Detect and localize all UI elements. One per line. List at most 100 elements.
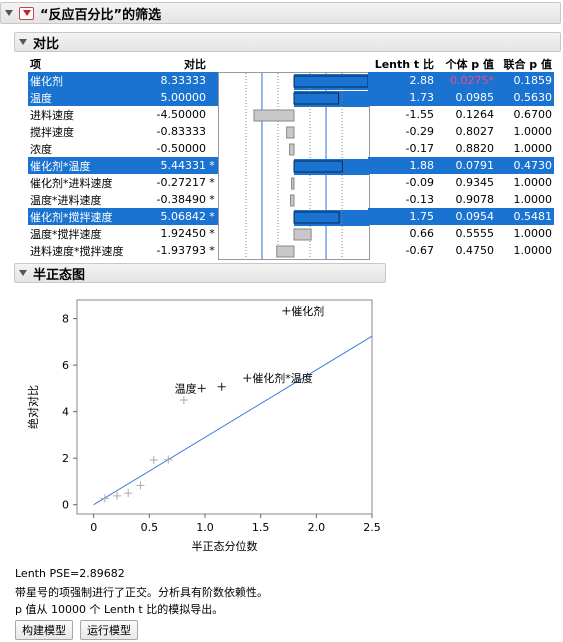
contrast-row[interactable]: 温度*进料速度 -0.38490 * -0.13 0.9078 1.0000: [28, 191, 554, 208]
contrast-bar: [293, 160, 343, 173]
lenth-pse-note: Lenth PSE=2.89682: [15, 567, 125, 580]
simultaneous-p-cell: 1.0000: [513, 142, 553, 155]
half-normal-point[interactable]: [217, 382, 226, 391]
col-header-contrast[interactable]: 对比: [184, 57, 206, 71]
individual-p-cell: 0.0275*: [434, 72, 494, 89]
bar-cell: [218, 106, 368, 123]
contrast-row[interactable]: 催化剂*温度 5.44331 * 1.88 0.0791 0.4730: [28, 157, 554, 174]
half-normal-point[interactable]: [136, 481, 145, 490]
orthogonal-star-cell: *: [209, 176, 215, 189]
individual-p-cell: 0.5555: [455, 227, 495, 240]
contrast-cell: -1.93793: [156, 244, 206, 257]
point-label: 催化剂: [291, 304, 324, 318]
bar-cell: [218, 242, 368, 259]
term-cell: 进料速度*搅拌速度: [30, 244, 124, 258]
half-normal-point[interactable]: [179, 396, 188, 405]
contrast-cell: -0.27217: [156, 176, 206, 189]
col-header-simultaneous-p[interactable]: 联合 p 值: [503, 57, 552, 71]
contrast-row[interactable]: 浓度 -0.50000 -0.17 0.8820 1.0000: [28, 140, 554, 157]
lenth-t-cell: 2.88: [368, 72, 434, 89]
contrast-row[interactable]: 进料速度*搅拌速度 -1.93793 * -0.67 0.4750 1.0000: [28, 242, 554, 259]
red-triangle-menu-icon[interactable]: [19, 6, 34, 20]
individual-p-cell: 0.4750: [455, 244, 495, 257]
contrast-row[interactable]: 温度*搅拌速度 1.92450 * 0.66 0.5555 1.0000: [28, 225, 554, 242]
x-tick-label: 2.5: [363, 521, 381, 534]
point-label: 温度: [175, 381, 197, 395]
contrast-row[interactable]: 催化剂 8.33333 2.88 0.0275* 0.1859: [28, 72, 554, 89]
orthogonal-star-cell: [206, 72, 218, 89]
contrast-row[interactable]: 催化剂*进料速度 -0.27217 * -0.09 0.9345 1.0000: [28, 174, 554, 191]
y-axis-label: 绝对对比: [26, 385, 40, 429]
orthogonal-star-note: 带星号的项强制进行了正交。分析具有阶数依赖性。: [15, 586, 268, 599]
orthogonal-star-cell: *: [206, 208, 218, 225]
simultaneous-p-cell: 1.0000: [513, 176, 553, 189]
contrast-cell: 5.06842: [148, 208, 206, 225]
orthogonal-star-cell: *: [206, 157, 218, 174]
contrast-cell: -0.83333: [156, 125, 206, 138]
bar-cell: [218, 208, 368, 225]
bar-cell: [218, 174, 368, 191]
half-normal-point[interactable]: [100, 494, 109, 503]
contrast-bar: [293, 228, 312, 241]
contrast-row[interactable]: 搅拌速度 -0.83333 -0.29 0.8027 1.0000: [28, 123, 554, 140]
lenth-t-cell: 1.88: [368, 157, 434, 174]
run-model-button[interactable]: 运行模型: [80, 620, 138, 640]
half-normal-title: 半正态图: [33, 267, 86, 283]
half-normal-outline-header[interactable]: 半正态图: [14, 263, 386, 283]
collapse-triangle-icon[interactable]: [19, 270, 27, 276]
term-cell: 催化剂: [28, 72, 148, 89]
contrast-cell: -4.50000: [156, 108, 206, 121]
report-title: “反应百分比”的筛选: [40, 7, 162, 23]
contrast-cell: -0.50000: [156, 142, 206, 155]
simultaneous-p-cell: 1.0000: [513, 244, 553, 257]
plot-frame: [76, 299, 373, 515]
lenth-t-cell: 0.66: [409, 227, 435, 240]
half-normal-point[interactable]: [164, 455, 173, 464]
bar-cell: [218, 140, 368, 157]
lenth-t-cell: -0.09: [405, 176, 434, 189]
contrast-row[interactable]: 进料速度 -4.50000 -1.55 0.1264 0.6700: [28, 106, 554, 123]
collapse-triangle-icon[interactable]: [5, 10, 13, 16]
orthogonal-star-cell: [206, 123, 218, 140]
simultaneous-p-cell: 0.5630: [494, 89, 554, 106]
individual-p-cell: 0.0954: [434, 208, 494, 225]
col-header-lenth-t[interactable]: Lenth t 比: [374, 57, 434, 71]
individual-p-cell: 0.8820: [455, 142, 495, 155]
simultaneous-p-cell: 1.0000: [513, 227, 553, 240]
col-header-individual-p[interactable]: 个体 p 值: [445, 57, 494, 71]
screening-title-bar[interactable]: “反应百分比”的筛选: [0, 2, 561, 24]
term-cell: 催化剂*温度: [28, 157, 148, 174]
half-normal-point[interactable]: [113, 491, 122, 500]
orthogonal-star-cell: [206, 106, 218, 123]
half-normal-point[interactable]: [149, 456, 158, 465]
individual-p-cell: 0.9345: [455, 176, 495, 189]
contrast-cell: -0.38490: [156, 193, 206, 206]
contrast-outline-header[interactable]: 对比: [14, 32, 561, 52]
contrast-row[interactable]: 催化剂*搅拌速度 5.06842 * 1.75 0.0954 0.5481: [28, 208, 554, 225]
lenth-t-cell: -0.13: [405, 193, 434, 206]
orthogonal-star-cell: *: [209, 193, 215, 206]
half-normal-point[interactable]: [124, 489, 133, 498]
orthogonal-star-cell: *: [209, 227, 215, 240]
half-normal-point[interactable]: [282, 306, 291, 315]
build-model-button[interactable]: 构建模型: [15, 620, 73, 640]
half-normal-reference-line: [93, 335, 373, 506]
y-tick-label: 4: [62, 406, 69, 419]
simultaneous-p-cell: 0.6700: [513, 108, 553, 121]
col-header-term[interactable]: 项: [30, 57, 41, 71]
term-cell: 浓度: [30, 142, 52, 156]
half-normal-point[interactable]: [197, 384, 206, 393]
term-cell: 进料速度: [30, 108, 74, 122]
contrast-bar: [293, 92, 339, 105]
half-normal-point[interactable]: [243, 374, 252, 383]
lenth-t-cell: 1.75: [368, 208, 434, 225]
bar-cell: [218, 72, 368, 89]
y-tick-label: 2: [62, 452, 69, 465]
individual-p-cell: 0.0791: [434, 157, 494, 174]
contrast-bar: [291, 177, 295, 190]
contrast-row[interactable]: 温度 5.00000 1.73 0.0985 0.5630: [28, 89, 554, 106]
term-cell: 催化剂*搅拌速度: [28, 208, 148, 225]
collapse-triangle-icon[interactable]: [19, 39, 27, 45]
simultaneous-p-cell: 0.5481: [494, 208, 554, 225]
lenth-t-cell: -1.55: [405, 108, 434, 121]
